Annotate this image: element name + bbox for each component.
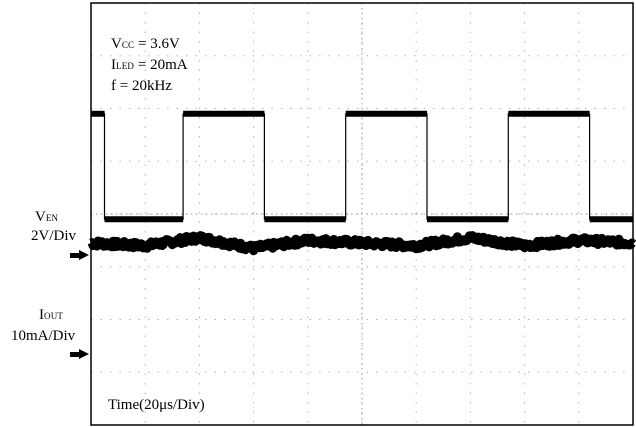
iout-subscript: OUT bbox=[44, 311, 64, 321]
vcc-subscript: CC bbox=[121, 40, 135, 50]
condition-vcc: VCC = 3.6V bbox=[111, 34, 180, 56]
channel-ven-label: VEN bbox=[35, 208, 58, 227]
time-base-label: Time(20μs/Div) bbox=[108, 397, 205, 413]
condition-iled: ILED = 20mA bbox=[111, 55, 188, 77]
iled-value: = 20mA bbox=[134, 57, 188, 73]
condition-frequency: f = 20kHz bbox=[111, 78, 172, 94]
vcc-symbol: V bbox=[111, 36, 122, 52]
ven-subscript: EN bbox=[45, 213, 59, 223]
plot-traces bbox=[87, 110, 636, 256]
channel-ven-scale: 2V/Div bbox=[31, 228, 76, 244]
channel-iout-scale: 10mA/Div bbox=[11, 328, 76, 344]
iled-symbol: I bbox=[111, 57, 116, 73]
plot-grid bbox=[91, 3, 633, 425]
channel-iout-label: IOUT bbox=[39, 306, 63, 325]
iled-subscript: LED bbox=[116, 61, 135, 71]
ven-symbol: V bbox=[35, 209, 46, 225]
iout-symbol: I bbox=[39, 307, 44, 323]
plot-frame bbox=[90, 2, 634, 426]
vcc-value: = 3.6V bbox=[134, 36, 180, 52]
trace-iout-noise bbox=[90, 234, 634, 253]
